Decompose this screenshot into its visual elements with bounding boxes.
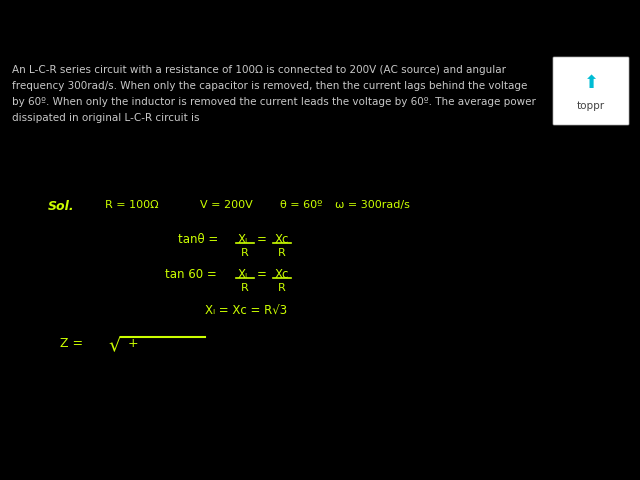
Text: θ = 60º: θ = 60º <box>280 200 323 210</box>
Text: by 60º. When only the inductor is removed the current leads the voltage by 60º. : by 60º. When only the inductor is remove… <box>12 97 536 107</box>
Text: R: R <box>278 248 285 258</box>
Text: tanθ =: tanθ = <box>178 233 218 246</box>
Text: frequency 300rad/s. When only the capacitor is removed, then the current lags be: frequency 300rad/s. When only the capaci… <box>12 81 527 91</box>
FancyBboxPatch shape <box>553 57 629 125</box>
Text: toppr: toppr <box>577 100 605 110</box>
Text: dissipated in original L-C-R circuit is: dissipated in original L-C-R circuit is <box>12 113 200 123</box>
Text: ω = 300rad/s: ω = 300rad/s <box>335 200 410 210</box>
Text: Xₗ: Xₗ <box>238 268 248 281</box>
Text: Xᴄ: Xᴄ <box>275 268 289 281</box>
Text: =: = <box>257 268 267 281</box>
Text: R: R <box>241 248 249 258</box>
Text: Xₗ = Xᴄ = R√3: Xₗ = Xᴄ = R√3 <box>205 305 287 318</box>
Text: R = 100Ω: R = 100Ω <box>105 200 159 210</box>
Text: =: = <box>257 233 267 246</box>
Text: ⬆: ⬆ <box>584 74 598 92</box>
Text: Z =: Z = <box>60 337 83 350</box>
Text: Sol.: Sol. <box>48 200 75 213</box>
Text: tan 60 =: tan 60 = <box>165 268 217 281</box>
Text: Xᴄ: Xᴄ <box>275 233 289 246</box>
Text: R: R <box>278 283 285 293</box>
Text: V = 200V: V = 200V <box>200 200 253 210</box>
Text: Xₗ: Xₗ <box>238 233 248 246</box>
Text: √: √ <box>108 335 120 354</box>
Text: +: + <box>128 337 139 350</box>
Text: An L-C-R series circuit with a resistance of 100Ω is connected to 200V (AC sourc: An L-C-R series circuit with a resistanc… <box>12 65 506 75</box>
Text: R: R <box>241 283 249 293</box>
